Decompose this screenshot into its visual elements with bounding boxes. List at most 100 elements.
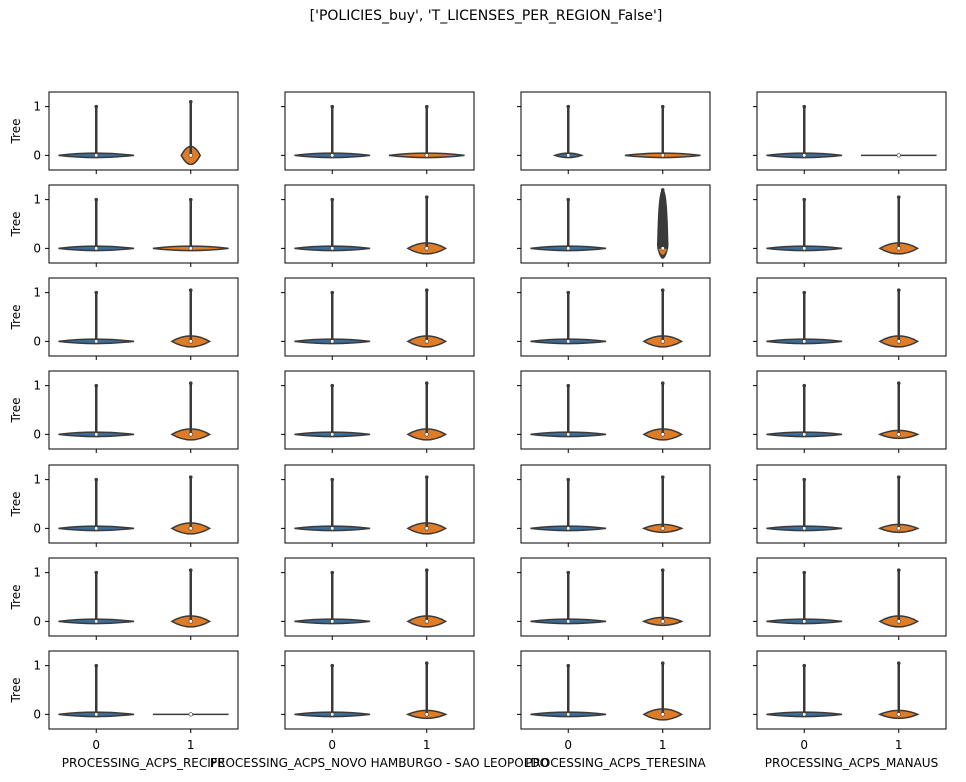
- violin-median: [566, 339, 571, 344]
- violin-0: [766, 570, 843, 625]
- violin-median: [802, 619, 807, 624]
- y-axis-label: Tree: [9, 304, 23, 330]
- y-tick-label: 0: [33, 148, 41, 162]
- violin-median: [802, 153, 807, 158]
- violin-0: [58, 197, 135, 252]
- subplot-grid: 0 1 Tree 0 1 Tree 0 1 Tree 0 1 Tree 0 1 Tree 0 1 Tree 0 1 0 1…: [9, 91, 947, 770]
- y-tick-label: 1: [33, 379, 41, 393]
- violin-median: [896, 712, 901, 717]
- violin-median: [566, 619, 571, 624]
- violin-max-marker: [94, 477, 99, 482]
- subplot-r7-c4: 0 1 PROCESSING_ACPS_MANAUS: [753, 650, 947, 770]
- subplot-r4-c3: [517, 370, 711, 453]
- violin-1: [642, 661, 684, 721]
- violin-median: [424, 619, 429, 624]
- y-tick-label: 1: [33, 286, 41, 300]
- violin-median: [660, 246, 665, 251]
- violin-median: [424, 432, 429, 437]
- violin-median: [896, 526, 901, 531]
- violin-max-marker: [802, 570, 807, 575]
- violin-max-marker: [660, 568, 665, 572]
- y-axis-label: Tree: [9, 584, 23, 610]
- y-tick-label: 1: [33, 473, 41, 487]
- y-axis-label: Tree: [9, 118, 23, 144]
- violin-0: [766, 197, 843, 252]
- violin-median: [188, 246, 193, 251]
- violin-1: [170, 288, 212, 348]
- violin-0: [58, 104, 135, 159]
- violin-0: [766, 290, 843, 345]
- y-tick-label: 0: [33, 334, 41, 348]
- violin-max-marker: [188, 568, 193, 572]
- subplot-r1-c2: [281, 91, 475, 174]
- violin-median: [566, 526, 571, 531]
- violin-max-marker: [330, 290, 335, 295]
- violin-median: [424, 339, 429, 344]
- y-tick-label: 0: [33, 521, 41, 535]
- violin-median: [424, 526, 429, 531]
- y-tick-label: 1: [33, 100, 41, 114]
- x-axis-label: PROCESSING_ACPS_MANAUS: [765, 756, 938, 770]
- subplot-r4-c1: 0 1 Tree: [9, 370, 239, 453]
- violin-0: [58, 570, 135, 625]
- violin-1: [877, 475, 920, 534]
- violin-1: [388, 104, 465, 159]
- x-tick-label: 0: [328, 738, 336, 752]
- violin-max-marker: [566, 104, 571, 109]
- violin-median: [802, 246, 807, 251]
- violin-median: [802, 712, 807, 717]
- axes-frame: [756, 464, 947, 544]
- violin-median: [566, 246, 571, 251]
- violin-1: [878, 568, 920, 628]
- subplot-r1-c1: 0 1 Tree: [9, 91, 239, 174]
- violin-max-marker: [802, 663, 807, 668]
- violin-median: [660, 432, 665, 437]
- violin-max-marker: [424, 475, 429, 479]
- violin-max-marker: [802, 197, 807, 202]
- axes-frame: [48, 277, 239, 357]
- subplot-r3-c4: [753, 277, 947, 360]
- violin-median: [424, 712, 429, 717]
- violin-0: [530, 477, 607, 532]
- violin-median: [660, 153, 665, 158]
- violin-1: [877, 381, 920, 440]
- violin-median: [566, 153, 571, 158]
- subplot-r1-c4: [753, 91, 947, 174]
- violin-0: [530, 570, 607, 625]
- violin-median: [330, 246, 335, 251]
- violin-max-marker: [330, 383, 335, 388]
- violin-1: [406, 475, 448, 535]
- violin-max-marker: [896, 661, 901, 665]
- subplot-r4-c4: [753, 370, 947, 453]
- violin-median: [896, 432, 901, 437]
- violin-median: [94, 246, 99, 251]
- axes-frame: [520, 650, 711, 730]
- violin-max-marker: [660, 288, 665, 292]
- violin-max-marker: [94, 197, 99, 202]
- axes-frame: [520, 91, 711, 171]
- violin-0: [766, 104, 843, 159]
- violin-median: [330, 339, 335, 344]
- y-tick-label: 1: [33, 659, 41, 673]
- axes-frame: [284, 184, 475, 264]
- y-axis-label: Tree: [9, 677, 23, 703]
- subplot-r6-c2: [281, 557, 475, 640]
- violin-1: [152, 712, 229, 717]
- y-tick-label: 0: [33, 614, 41, 628]
- subplot-r4-c2: [281, 370, 475, 453]
- y-tick-label: 1: [33, 566, 41, 580]
- subplot-r2-c1: 0 1 Tree: [9, 184, 239, 267]
- axes-frame: [756, 370, 947, 450]
- violin-median: [424, 246, 429, 251]
- axes-frame: [520, 464, 711, 544]
- violin-max-marker: [94, 570, 99, 575]
- violin-max-marker: [660, 188, 665, 192]
- violin-max-marker: [330, 104, 335, 109]
- violin-0: [530, 383, 607, 438]
- axes-frame: [520, 370, 711, 450]
- violin-max-marker: [802, 477, 807, 482]
- axes-frame: [48, 91, 239, 171]
- subplot-r5-c3: [517, 464, 711, 547]
- violin-0: [552, 104, 584, 159]
- axes-frame: [48, 370, 239, 450]
